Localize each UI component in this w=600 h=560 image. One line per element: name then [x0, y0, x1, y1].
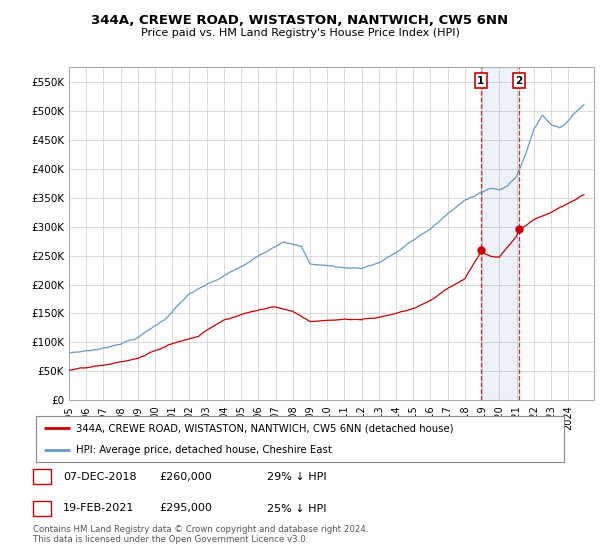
Bar	[481, 67, 519, 400]
Text: 29% ↓ HPI: 29% ↓ HPI	[267, 472, 326, 482]
Text: 1: 1	[38, 472, 46, 482]
Text: 07-DEC-2018: 07-DEC-2018	[63, 472, 137, 482]
Text: Price paid vs. HM Land Registry's House Price Index (HPI): Price paid vs. HM Land Registry's House …	[140, 28, 460, 38]
Text: £295,000: £295,000	[159, 503, 212, 514]
Text: 1: 1	[477, 76, 484, 86]
Text: Contains HM Land Registry data © Crown copyright and database right 2024.
This d: Contains HM Land Registry data © Crown c…	[33, 525, 368, 544]
Text: 344A, CREWE ROAD, WISTASTON, NANTWICH, CW5 6NN: 344A, CREWE ROAD, WISTASTON, NANTWICH, C…	[91, 14, 509, 27]
Text: 344A, CREWE ROAD, WISTASTON, NANTWICH, CW5 6NN (detached house): 344A, CREWE ROAD, WISTASTON, NANTWICH, C…	[76, 423, 453, 433]
Text: 19-FEB-2021: 19-FEB-2021	[63, 503, 134, 514]
Text: HPI: Average price, detached house, Cheshire East: HPI: Average price, detached house, Ches…	[76, 445, 332, 455]
Text: 2: 2	[38, 503, 46, 514]
Text: 2: 2	[515, 76, 523, 86]
Text: 25% ↓ HPI: 25% ↓ HPI	[267, 503, 326, 514]
Text: £260,000: £260,000	[159, 472, 212, 482]
